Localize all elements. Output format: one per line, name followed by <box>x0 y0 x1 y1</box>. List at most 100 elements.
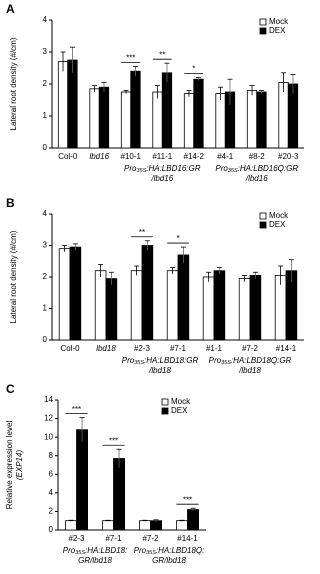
group-subscript: 35S <box>134 360 144 366</box>
significance-label: ** <box>159 50 165 59</box>
bar <box>152 91 163 149</box>
x-tick-label: #2-3 <box>134 344 151 353</box>
x-tick-label: #8-2 <box>249 152 266 161</box>
bar <box>98 86 110 149</box>
legend-label: Mock <box>269 17 289 26</box>
significance-label: *** <box>72 405 81 414</box>
group-rest: :HA:LBD16:GR <box>146 164 200 173</box>
group-label-line2: GR/lbd18 <box>152 556 186 565</box>
group-prefix: Pro <box>122 356 135 365</box>
bar <box>141 245 154 341</box>
group-prefix: Pro <box>134 546 147 555</box>
bar <box>249 275 262 341</box>
legend-swatch <box>259 221 267 229</box>
significance-label: * <box>176 234 179 243</box>
y-tick-label: 6 <box>49 469 54 478</box>
x-tick-label: #14-2 <box>184 152 205 161</box>
y-tick-label: 8 <box>49 451 54 460</box>
bar <box>65 520 77 531</box>
bar <box>193 78 204 149</box>
legend-label: DEX <box>269 220 286 229</box>
group-subscript: 35S <box>146 550 156 556</box>
x-tick-label: lbd18 <box>96 344 116 353</box>
group-label: Pro35S:HA:LBD16:GR <box>124 164 201 174</box>
bar <box>102 520 114 531</box>
y-tick-label: 12 <box>44 414 53 423</box>
x-tick-label: #10-1 <box>121 152 142 161</box>
legend-swatch <box>161 407 169 415</box>
x-tick-label: #7-1 <box>170 344 187 353</box>
bar <box>113 458 126 531</box>
y-axis-label: (EXP14) <box>15 450 24 481</box>
significance-label: * <box>192 65 195 74</box>
bar <box>161 72 173 149</box>
group-label-line2: /lbd18 <box>238 366 261 375</box>
y-tick-label: 1 <box>43 111 48 120</box>
group-label-line2: /lbd16 <box>150 174 173 183</box>
significance-label: ** <box>139 228 145 237</box>
significance-label: *** <box>126 54 135 63</box>
legend-label: Mock <box>269 211 289 220</box>
group-label-line2: GR/lbd18 <box>78 556 112 565</box>
bar <box>213 270 226 341</box>
bar <box>69 246 82 341</box>
y-tick-label: 4 <box>43 15 48 24</box>
group-subscript: 35S <box>221 360 231 366</box>
bar <box>57 61 69 149</box>
y-tick-label: 0 <box>43 143 48 152</box>
bar <box>94 270 107 341</box>
bar <box>150 520 163 531</box>
bar <box>138 520 151 531</box>
group-label: Pro35S:HA:LBD18:GR <box>122 356 199 366</box>
bar <box>105 278 118 341</box>
y-tick-label: 2 <box>49 507 54 516</box>
y-tick-label: 3 <box>43 241 48 250</box>
legend-swatch <box>259 18 267 26</box>
bar <box>166 270 179 341</box>
x-tick-label: #14-1 <box>276 344 297 353</box>
bar <box>246 90 258 149</box>
bar <box>89 88 100 149</box>
x-tick-label: Col-0 <box>60 344 80 353</box>
y-tick-label: 0 <box>49 525 54 534</box>
legend-swatch <box>161 398 169 406</box>
x-tick-label: #1-1 <box>206 344 223 353</box>
group-prefix: Pro <box>215 164 228 173</box>
significance-label: *** <box>109 436 118 445</box>
group-label-line2: /lbd16 <box>245 174 268 183</box>
y-axis-label: Relative expression level <box>5 421 14 510</box>
group-prefix: Pro <box>209 356 222 365</box>
panel-label: C <box>6 382 15 396</box>
bar <box>67 59 78 149</box>
y-tick-label: 2 <box>43 272 48 281</box>
group-rest: :HA:LBD18:GR <box>144 356 198 365</box>
y-tick-label: 4 <box>43 209 48 218</box>
group-prefix: Pro <box>63 546 76 555</box>
x-tick-label: #7-2 <box>242 344 259 353</box>
group-label: Pro35S:HA:LBD18Q: <box>134 546 205 556</box>
y-tick-label: 14 <box>44 395 53 404</box>
y-tick-label: 4 <box>49 488 54 497</box>
group-subscript: 35S <box>228 168 238 174</box>
legend-swatch <box>259 27 267 35</box>
y-tick-label: 3 <box>43 47 48 56</box>
bar <box>238 278 251 341</box>
group-label: Pro35S:HA:LBD18Q:GR <box>209 356 292 366</box>
legend-label: DEX <box>269 26 286 35</box>
x-tick-label: #11-1 <box>152 152 172 161</box>
x-tick-label: #2-3 <box>68 534 85 543</box>
y-tick-label: 1 <box>43 304 48 313</box>
x-tick-label: #4-1 <box>217 152 234 161</box>
significance-label: *** <box>183 495 192 504</box>
panel-label: A <box>6 2 15 16</box>
bar <box>274 275 287 341</box>
group-rest: :HA:LBD18Q:GR <box>231 356 292 365</box>
y-tick-label: 0 <box>43 335 48 344</box>
group-subscript: 35S <box>75 550 85 556</box>
bar <box>177 254 190 341</box>
group-label: Pro35S:HA:LBD18: <box>63 546 128 556</box>
bar <box>130 70 141 149</box>
group-subscript: 35S <box>136 168 146 174</box>
group-rest: :HA:LBD16Q:GR <box>238 164 299 173</box>
